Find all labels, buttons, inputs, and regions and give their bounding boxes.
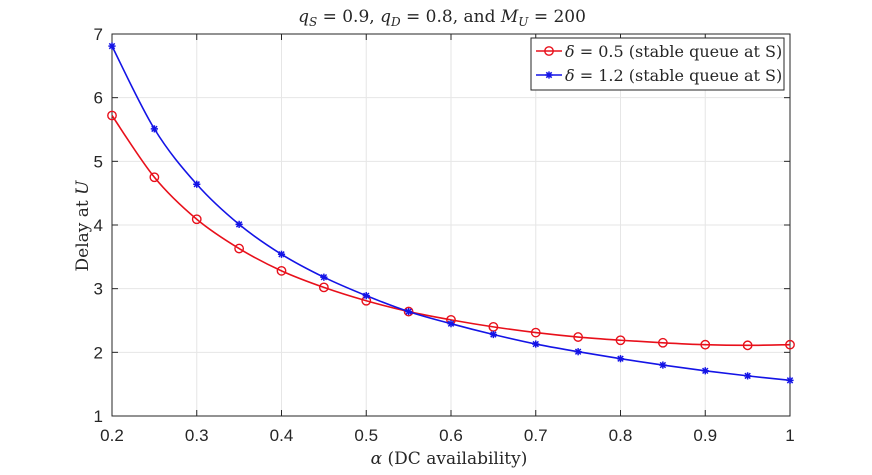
data-point-s1-12: [615, 335, 626, 346]
y-tick-label-0: 1: [94, 407, 103, 426]
data-point-s1-2: [191, 214, 202, 225]
data-point-s1-13: [657, 337, 668, 348]
x-tick-label-7: 0.9: [693, 426, 717, 445]
data-point-s2-10: [532, 340, 540, 348]
data-point-s2-16: [786, 376, 794, 384]
data-point-s2-6: [362, 292, 370, 300]
series-1: [107, 110, 795, 351]
legend-label-series-2: δ = 1.2 (stable queue at S): [565, 66, 782, 85]
data-point-s1-0: [107, 110, 117, 121]
series-lines: [107, 42, 795, 384]
legend-marker-series-2: [545, 71, 553, 79]
legend-marker-series-1: [544, 46, 554, 56]
data-point-s1-7: [403, 306, 414, 317]
data-point-s2-15: [744, 372, 752, 380]
data-point-s2-8: [447, 320, 455, 328]
data-point-s1-14: [700, 339, 711, 350]
y-tick-label-2: 3: [94, 280, 103, 299]
data-point-s1-15: [742, 340, 753, 351]
axes: [111, 33, 791, 417]
x-tick-label-2: 0.4: [270, 426, 294, 445]
y-tick-label-5: 6: [94, 89, 103, 108]
legend-entry-series-1: δ = 0.5 (stable queue at S): [536, 42, 782, 61]
data-point-s2-12: [616, 355, 625, 363]
data-point-s2-2: [193, 180, 201, 188]
series-line-1: [111, 115, 791, 347]
data-point-s1-5: [318, 282, 329, 293]
grid: [111, 33, 791, 417]
y-axis-label: Delay at U: [73, 180, 93, 272]
legend-label-series-1: δ = 0.5 (stable queue at S): [565, 42, 782, 61]
y-tick-label-6: 7: [94, 25, 103, 44]
data-point-s2-11: [574, 348, 582, 356]
data-point-s2-1: [150, 125, 158, 133]
data-point-s2-7: [405, 307, 413, 316]
x-tick-label-6: 0.8: [609, 426, 633, 445]
data-point-s1-11: [573, 332, 584, 342]
y-tick-label-1: 2: [94, 343, 103, 362]
chart-title: qS = 0.9, qD = 0.8, and MU = 200: [298, 7, 586, 29]
series-2: [108, 42, 794, 384]
data-point-s1-4: [276, 265, 287, 276]
data-point-s2-3: [235, 220, 243, 228]
x-tick-label-5: 0.7: [524, 426, 548, 445]
x-tick-label-0: 0.2: [100, 426, 124, 445]
x-tick-label-1: 0.3: [185, 426, 209, 445]
x-tick-label-4: 0.6: [439, 426, 463, 445]
data-point-s1-16: [785, 339, 795, 350]
data-point-s1-3: [234, 243, 245, 254]
y-tick-label-3: 4: [94, 216, 103, 235]
legend: δ = 0.5 (stable queue at S) δ = 1.2 (sta…: [530, 37, 785, 91]
legend-box: [530, 37, 785, 91]
data-point-s2-5: [320, 273, 328, 281]
data-point-s1-1: [149, 172, 160, 183]
y-tick-label-4: 5: [94, 152, 103, 171]
x-tick-label-3: 0.5: [354, 426, 378, 445]
data-point-s2-0: [108, 42, 116, 50]
data-point-s2-14: [701, 367, 709, 375]
data-point-s2-9: [489, 330, 497, 339]
x-tick-label-8: 1: [785, 426, 794, 445]
data-point-s2-4: [277, 250, 286, 258]
legend-entry-series-2: δ = 1.2 (stable queue at S): [536, 66, 782, 85]
legend-star-shape: [545, 71, 553, 79]
data-point-s1-10: [530, 327, 541, 338]
data-point-s2-13: [659, 361, 667, 369]
tick-labels: 0.2 0.3 0.4 0.5 0.6 0.7 0.8 0.9 1 1 2 3 4 5 6 7: [94, 25, 795, 445]
x-axis-label: α (DC availability): [371, 449, 528, 469]
